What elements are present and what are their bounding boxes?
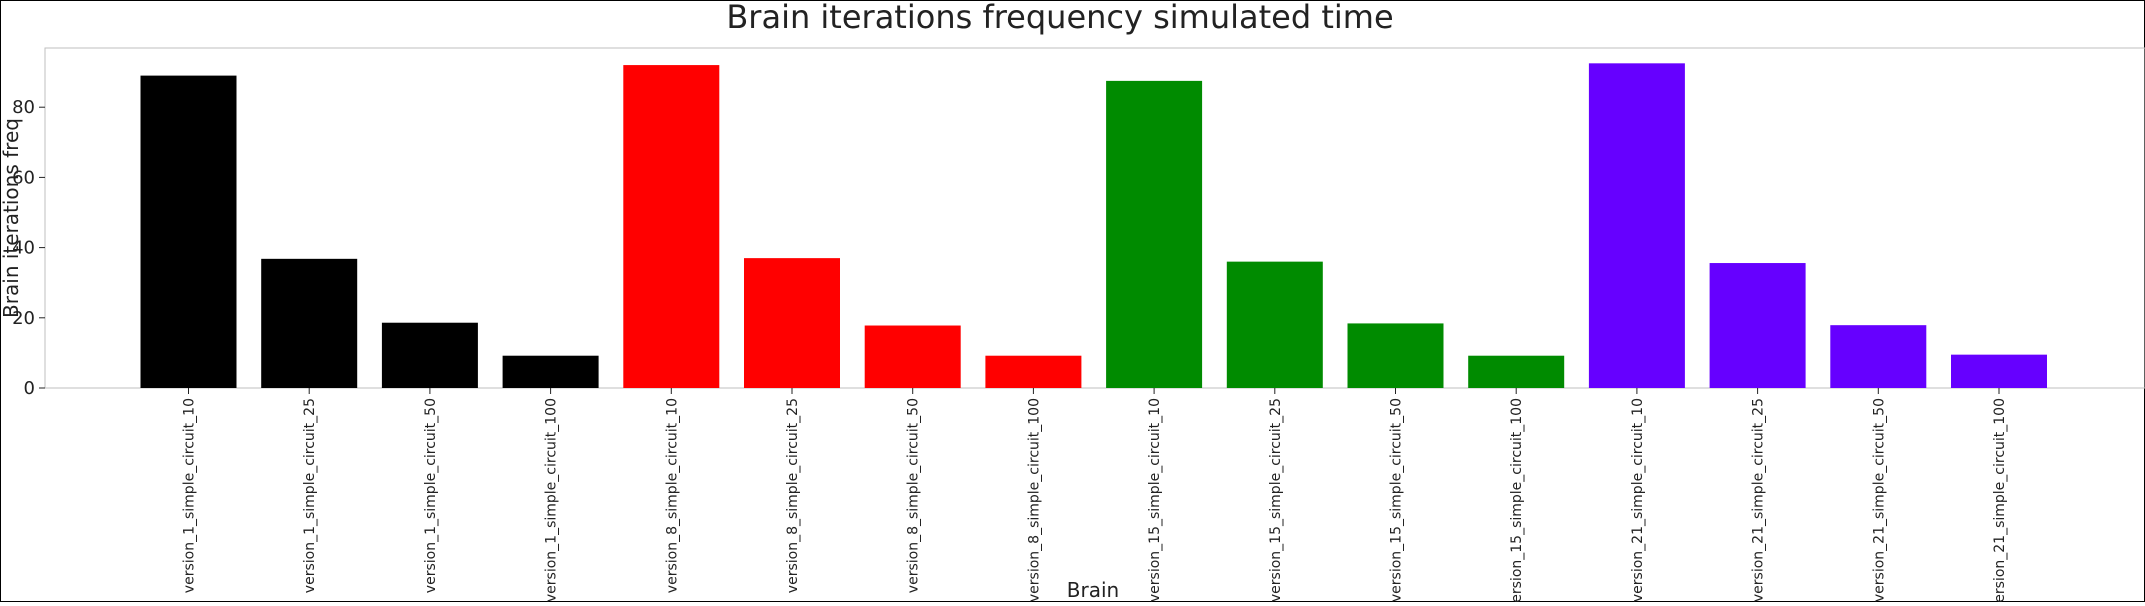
bar-version_15_simple_circuit_50	[1347, 323, 1444, 388]
plot-area	[44, 47, 2145, 389]
bars-group	[140, 63, 2047, 389]
bar-version_15_simple_circuit_10	[1106, 80, 1203, 388]
x-tick-label-0: version_1_simple_circuit_10	[182, 398, 198, 593]
x-tick-label-13: version_21_simple_circuit_25	[1751, 398, 1767, 602]
x-tick-label-4: version_8_simple_circuit_10	[664, 398, 680, 593]
bar-version_21_simple_circuit_10	[1588, 63, 1685, 388]
x-tick-label-5: version_8_simple_circuit_25	[785, 398, 801, 593]
x-tick-label-9: version_15_simple_circuit_25	[1268, 398, 1284, 602]
y-tick-label-0: 0	[24, 378, 35, 399]
x-tick-label-11: version_15_simple_circuit_100	[1509, 398, 1525, 602]
chart-title: Brain iterations frequency simulated tim…	[726, 0, 1393, 36]
x-tick-label-8: version_15_simple_circuit_10	[1147, 398, 1163, 602]
bar-version_21_simple_circuit_25	[1709, 263, 1806, 388]
y-axis-label: Brain iterations freq	[0, 118, 23, 318]
y-axis: 0 20 40 60 80	[12, 97, 45, 399]
x-tick-label-10: version_15_simple_circuit_50	[1389, 398, 1405, 602]
bar-version_1_simple_circuit_25	[261, 258, 358, 388]
x-tick-label-6: version_8_simple_circuit_50	[906, 398, 922, 593]
bar-version_15_simple_circuit_25	[1226, 261, 1323, 388]
x-axis: version_1_simple_circuit_10 version_1_sim…	[182, 388, 2008, 606]
bar-version_1_simple_circuit_50	[381, 322, 478, 388]
bar-version_1_simple_circuit_10	[140, 75, 237, 389]
y-tick-label-2: 40	[12, 238, 35, 259]
x-tick-label-2: version_1_simple_circuit_50	[423, 398, 439, 593]
y-tick-label-1: 20	[12, 308, 35, 329]
x-tick-label-14: version_21_simple_circuit_50	[1871, 398, 1887, 602]
x-axis-label: Brain	[1067, 578, 1119, 602]
x-tick-label-15: version_21_simple_circuit_100	[1992, 398, 2008, 602]
x-tick-label-3: version_1_simple_circuit_100	[544, 398, 560, 602]
y-tick-label-4: 80	[12, 97, 35, 118]
bar-version_8_simple_circuit_50	[864, 325, 961, 388]
bar-version_8_simple_circuit_25	[744, 258, 840, 388]
bar-version_21_simple_circuit_100	[1951, 354, 2047, 388]
bar-version_8_simple_circuit_10	[623, 65, 720, 388]
bar-version_8_simple_circuit_100	[985, 355, 1082, 388]
x-tick-label-1: version_1_simple_circuit_25	[302, 398, 318, 593]
bar-version_15_simple_circuit_100	[1468, 355, 1565, 388]
x-tick-label-12: version_21_simple_circuit_10	[1630, 398, 1646, 602]
y-tick-label-3: 60	[12, 167, 35, 188]
bar-version_21_simple_circuit_50	[1830, 325, 1927, 388]
x-tick-label-7: version_8_simple_circuit_100	[1026, 398, 1042, 602]
bar-version_1_simple_circuit_100	[502, 355, 599, 388]
